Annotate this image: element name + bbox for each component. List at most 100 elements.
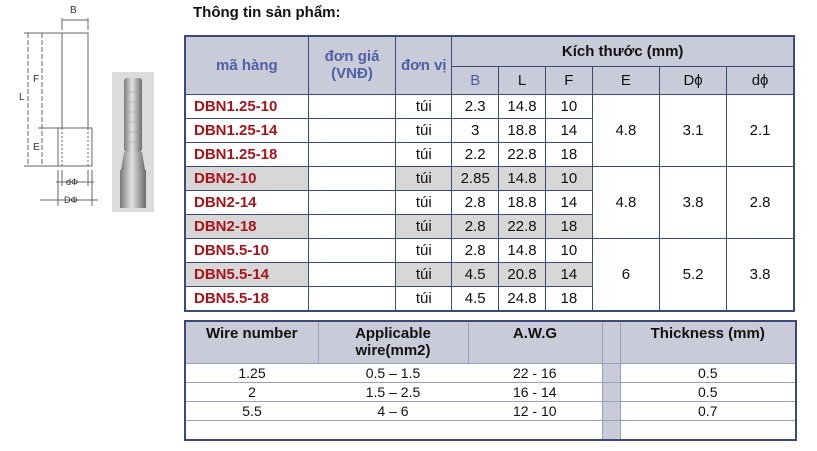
awg: 22 - 16 bbox=[468, 362, 602, 382]
header-dphi-big: Dϕ bbox=[658, 65, 728, 95]
product-table: mã hàng đơn giá (VNĐ) đơn vị Kích thước … bbox=[184, 35, 795, 312]
product-price bbox=[307, 141, 397, 167]
table-row: 2 1.5 – 2.5 16 - 14 0.5 bbox=[185, 381, 796, 401]
thickness: 0.7 bbox=[620, 400, 796, 420]
applicable-wire: 0.5 – 1.5 bbox=[318, 362, 468, 382]
diagram-label-b: B bbox=[70, 5, 77, 16]
product-code: DBN1.25-10 bbox=[184, 93, 309, 119]
product-code: DBN2-10 bbox=[184, 165, 309, 191]
product-f: 18 bbox=[544, 213, 593, 239]
product-price bbox=[307, 261, 397, 287]
product-b: 2.85 bbox=[451, 165, 500, 191]
product-price bbox=[307, 189, 397, 215]
table-row: 5.5 4 – 6 12 - 10 0.7 bbox=[185, 400, 796, 420]
group-e: 4.8 bbox=[591, 93, 660, 167]
product-f: 10 bbox=[544, 165, 593, 191]
product-price bbox=[307, 165, 397, 191]
table-row: DBN1.25-18 túi 2.2 22.8 18 bbox=[184, 141, 794, 167]
product-l: 22.8 bbox=[498, 141, 546, 167]
product-f: 10 bbox=[544, 93, 593, 119]
product-unit: túi bbox=[395, 213, 453, 239]
product-f: 18 bbox=[544, 285, 593, 311]
table-row: DBN2-14 túi 2.8 18.8 14 bbox=[184, 189, 794, 215]
thickness: 0.5 bbox=[620, 362, 796, 382]
product-price bbox=[307, 93, 397, 119]
table-row: DBN5.5-18 túi 4.5 24.8 18 bbox=[184, 285, 794, 311]
group-dphi-big: 5.2 bbox=[658, 237, 728, 311]
product-code: DBN2-14 bbox=[184, 189, 309, 215]
header-unit: đơn vị bbox=[395, 35, 453, 95]
diagram-label-e: E bbox=[33, 142, 40, 153]
product-unit: túi bbox=[395, 237, 453, 263]
table-row: DBN2-10 túi 2.85 14.8 10 4.8 3.8 2.8 bbox=[184, 165, 795, 239]
product-unit: túi bbox=[395, 93, 453, 119]
product-price bbox=[307, 117, 397, 143]
product-l: 20.8 bbox=[498, 261, 546, 287]
product-l: 14.8 bbox=[498, 93, 546, 119]
group-e: 4.8 bbox=[591, 165, 660, 239]
thickness: 0.5 bbox=[620, 381, 796, 401]
header-l: L bbox=[498, 65, 546, 95]
diagram-label-f: F bbox=[33, 74, 39, 85]
group-dphi-small: 3.8 bbox=[726, 237, 795, 311]
table-row: DBN5.5-14 túi 4.5 20.8 14 bbox=[184, 261, 794, 287]
table-row: DBN1.25-10 túi 2.3 14.8 10 4.8 3.1 2.1 bbox=[184, 93, 795, 167]
product-code: DBN5.5-14 bbox=[184, 261, 309, 287]
group-dphi-big: 3.1 bbox=[658, 93, 728, 167]
product-price bbox=[307, 213, 397, 239]
table-row: 1.25 0.5 – 1.5 22 - 16 0.5 bbox=[185, 362, 796, 382]
product-l: 18.8 bbox=[498, 117, 546, 143]
product-price bbox=[307, 285, 397, 311]
product-code: DBN5.5-10 bbox=[184, 237, 309, 263]
product-b: 2.8 bbox=[451, 213, 500, 239]
product-b: 4.5 bbox=[451, 261, 500, 287]
awg: 12 - 10 bbox=[468, 400, 602, 420]
header-code: mã hàng bbox=[184, 35, 309, 95]
product-b: 2.8 bbox=[451, 189, 500, 215]
product-b: 3 bbox=[451, 117, 500, 143]
group-e: 6 bbox=[591, 237, 660, 311]
group-dphi-big: 3.8 bbox=[658, 165, 728, 239]
product-b: 2.8 bbox=[451, 237, 500, 263]
header-size: Kích thước (mm) bbox=[451, 35, 795, 67]
wire-number: 2 bbox=[185, 381, 318, 401]
diagram-label-l: L bbox=[19, 92, 25, 103]
product-code: DBN5.5-18 bbox=[184, 285, 309, 311]
table-row: DBN1.25-14 túi 3 18.8 14 bbox=[184, 117, 794, 143]
product-b: 2.2 bbox=[451, 141, 500, 167]
header-dphi-small: dϕ bbox=[726, 65, 795, 95]
product-f: 18 bbox=[544, 141, 593, 167]
header-e: E bbox=[591, 65, 660, 95]
wire-number: 5.5 bbox=[185, 400, 318, 420]
terminal-photo bbox=[112, 72, 154, 212]
header-awg: A.W.G bbox=[467, 321, 603, 363]
product-code: DBN1.25-18 bbox=[184, 141, 309, 167]
product-price bbox=[307, 237, 397, 263]
header-b: B bbox=[451, 65, 500, 95]
wire-table: Wire number Applicable wire(mm2) A.W.G T… bbox=[184, 320, 797, 441]
header-f: F bbox=[544, 65, 593, 95]
awg: 16 - 14 bbox=[468, 381, 602, 401]
product-f: 10 bbox=[544, 237, 593, 263]
product-l: 14.8 bbox=[498, 165, 546, 191]
wire-number: 1.25 bbox=[185, 362, 318, 382]
table-row: DBN2-18 túi 2.8 22.8 18 bbox=[184, 213, 794, 239]
group-dphi-small: 2.1 bbox=[726, 93, 795, 167]
product-f: 14 bbox=[544, 189, 593, 215]
product-code: DBN1.25-14 bbox=[184, 117, 309, 143]
header-applicable-wire: Applicable wire(mm2) bbox=[317, 321, 469, 363]
product-unit: túi bbox=[395, 189, 453, 215]
product-unit: túi bbox=[395, 141, 453, 167]
product-unit: túi bbox=[395, 285, 453, 311]
product-b: 4.5 bbox=[451, 285, 500, 311]
applicable-wire: 1.5 – 2.5 bbox=[318, 381, 468, 401]
header-thickness: Thickness (mm) bbox=[619, 321, 797, 363]
product-f: 14 bbox=[544, 117, 593, 143]
product-b: 2.3 bbox=[451, 93, 500, 119]
group-dphi-small: 2.8 bbox=[726, 165, 795, 239]
product-l: 22.8 bbox=[498, 213, 546, 239]
product-unit: túi bbox=[395, 261, 453, 287]
page-title: Thông tin sản phẩm: bbox=[193, 4, 341, 21]
product-l: 18.8 bbox=[498, 189, 546, 215]
diagram-label-d-big: DΦ bbox=[64, 195, 78, 205]
